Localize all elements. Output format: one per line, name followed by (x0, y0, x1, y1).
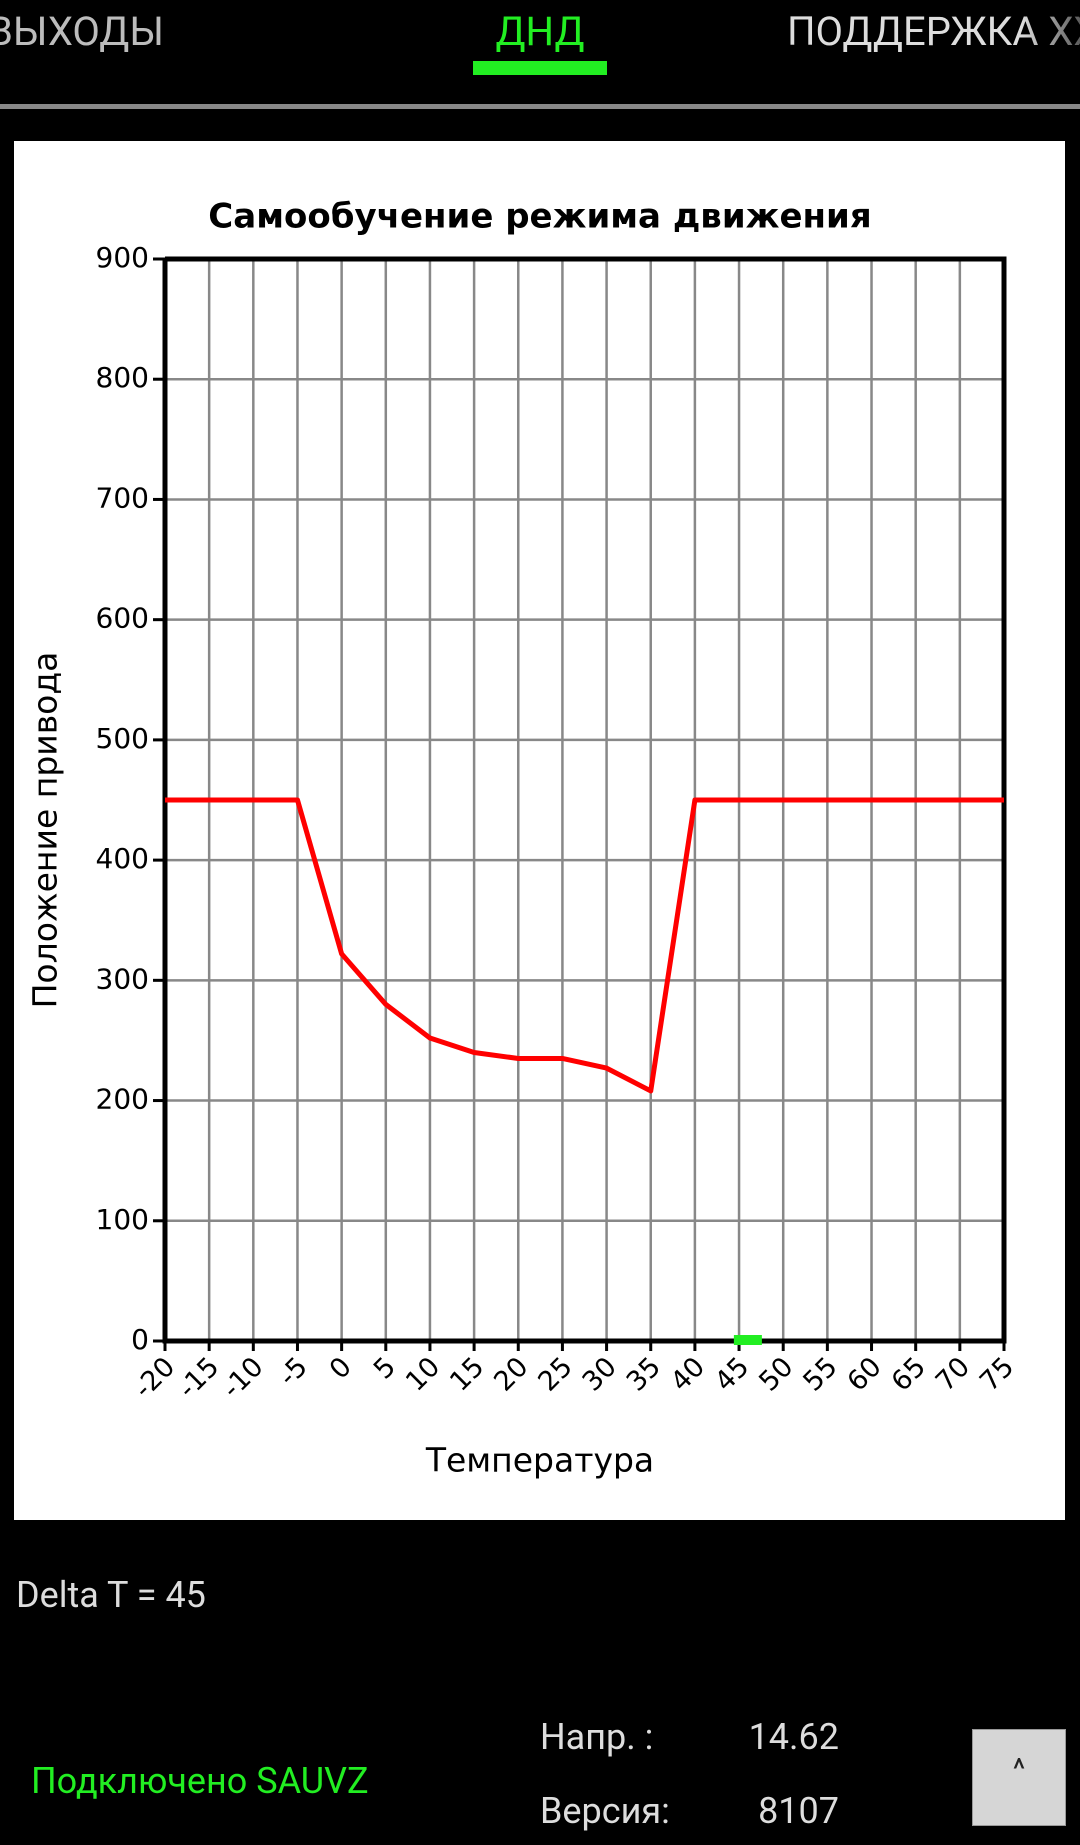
version-value: 8107 (758, 1790, 839, 1832)
x-tick-label: 45 (709, 1351, 755, 1397)
x-tick-label: 50 (753, 1351, 799, 1397)
chart-panel: Самообучение режима движения Температура… (14, 141, 1065, 1520)
x-tick-label: -15 (172, 1351, 225, 1404)
x-tick-label: 5 (368, 1351, 402, 1385)
x-tick-label: 15 (444, 1351, 490, 1397)
x-tick-label: 70 (930, 1351, 976, 1397)
tab[interactable]: ВЫХОДЫ (0, 8, 164, 55)
y-tick-label: 700 (96, 481, 149, 514)
x-axis-label: Температура (425, 1441, 654, 1480)
x-tick-label: 25 (532, 1351, 578, 1397)
y-tick-label: 200 (96, 1083, 149, 1116)
x-tick-label: 35 (621, 1351, 667, 1397)
tab[interactable]: ПОДДЕРЖКА ХХ (787, 8, 1080, 55)
delta-t: Delta T = 45 (16, 1574, 206, 1616)
voltage-label: Напр. : (540, 1716, 654, 1758)
y-tick-label: 900 (96, 241, 149, 274)
chart: Самообучение режима движения Температура… (26, 197, 1021, 1480)
y-tick-label: 100 (96, 1203, 149, 1236)
y-tick-label: 800 (96, 361, 149, 394)
data-line (165, 797, 1004, 1094)
current-marker (733, 1335, 762, 1345)
x-tick-label: 60 (842, 1351, 888, 1397)
x-tick-label: 30 (577, 1351, 623, 1397)
x-tick-label: 10 (400, 1351, 446, 1397)
chart-title: Самообучение режима движения (208, 197, 871, 237)
version-label: Версия: (540, 1790, 670, 1832)
y-tick-label: 400 (96, 842, 149, 875)
y-tick-label: 0 (131, 1323, 149, 1356)
x-tick-label: 20 (488, 1351, 534, 1397)
x-tick-label: -20 (128, 1351, 181, 1404)
tab-indicator (473, 61, 607, 75)
x-tick-label: 0 (324, 1351, 358, 1385)
y-tick-label: 600 (96, 602, 149, 635)
y-tick-label: 500 (96, 722, 149, 755)
tab-active[interactable]: ДНД (495, 8, 585, 55)
y-axis-label: Положение привода (26, 652, 65, 1009)
x-tick-label: -5 (273, 1351, 314, 1392)
x-tick-label: 55 (797, 1351, 843, 1397)
voltage-value: 14.62 (748, 1716, 839, 1758)
x-tick-label: 65 (886, 1351, 932, 1397)
tab-divider (0, 104, 1080, 109)
scroll-up-button[interactable]: ^ (972, 1729, 1066, 1826)
connection-status: Подключено SAUVZ (31, 1760, 369, 1802)
x-tick-label: -10 (216, 1351, 269, 1404)
x-tick-label: 40 (665, 1351, 711, 1397)
axis-frame (162, 256, 1007, 1344)
y-tick-label: 300 (96, 962, 149, 995)
x-tick-label: 75 (974, 1351, 1020, 1397)
